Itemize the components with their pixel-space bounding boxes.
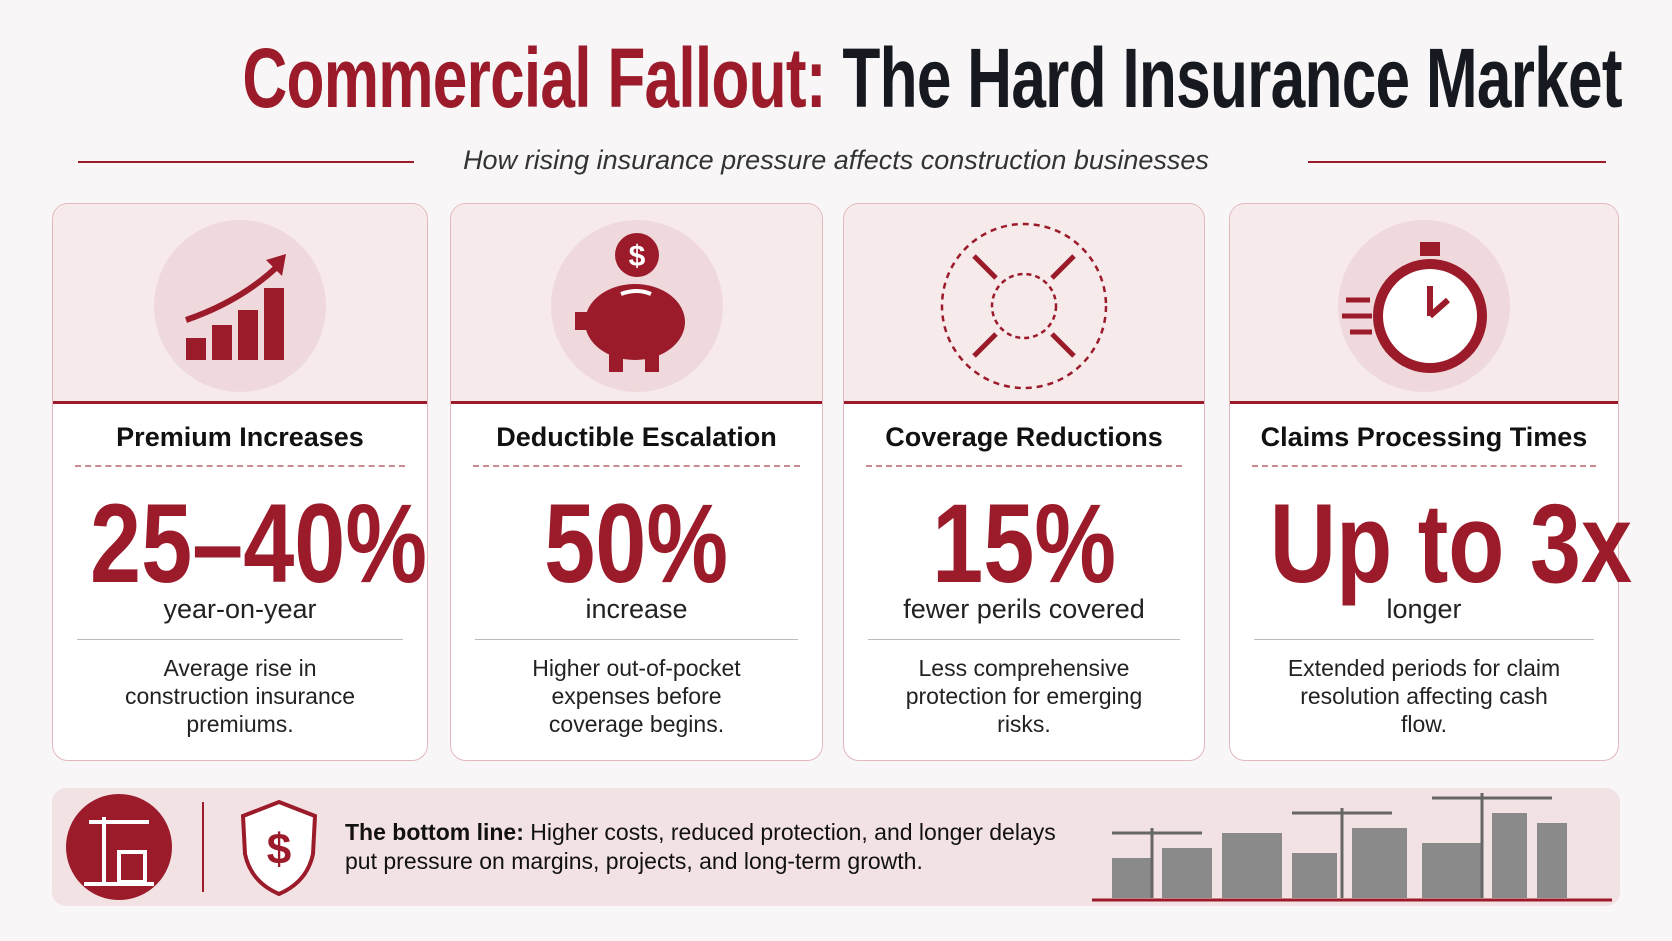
card-title: Deductible Escalation <box>496 422 777 452</box>
card-title: Premium Increases <box>116 422 364 452</box>
card-title: Coverage Reductions <box>885 422 1163 452</box>
card: Claims Processing Times Up to 3x longer Ext… <box>1229 203 1632 761</box>
card-stat-value: Up to 3x <box>1269 481 1633 606</box>
divider <box>202 802 204 892</box>
card-description: Extended periods for claim resolution af… <box>1287 655 1561 737</box>
bottom-line-lead: The bottom line: <box>345 819 524 845</box>
rule <box>77 639 403 640</box>
card-title: Claims Processing Times <box>1260 422 1588 452</box>
card: Coverage Reductions 15% fewer perils cover… <box>843 203 1205 761</box>
card-stat-value: 15% <box>932 481 1116 606</box>
card-header <box>1230 204 1618 404</box>
bottom-line-text: The bottom line: Higher costs, reduced p… <box>345 818 1085 876</box>
card-stat: Up to 3x <box>1230 479 1632 608</box>
dashed-rule <box>866 465 1182 467</box>
rule <box>868 639 1180 640</box>
svg-text:$: $ <box>628 240 645 273</box>
card-stat-caption: fewer perils covered <box>903 594 1145 624</box>
card-stat-caption: longer <box>1386 594 1462 624</box>
svg-text:$: $ <box>267 825 291 874</box>
card-stat-value: 50% <box>544 481 729 606</box>
card-stat-caption: increase <box>585 594 688 624</box>
rule <box>1254 639 1594 640</box>
rule <box>78 161 414 163</box>
card-header <box>53 204 427 404</box>
shield-icon: $ <box>240 799 318 897</box>
dashed-rule <box>75 465 405 467</box>
card: $ Deductible Escalation 50% increase Higher … <box>450 203 823 761</box>
card: Premium Increases 25–40% year-on-year Avera… <box>52 203 428 761</box>
subtitle: How rising insurance pressure affects co… <box>463 145 1209 175</box>
dashed-rule <box>1252 465 1596 467</box>
rule <box>1308 161 1606 163</box>
skyline <box>1092 793 1612 902</box>
card-description: Less comprehensive protection for emergi… <box>905 655 1143 737</box>
title: Commercial Fallout: The Hard Insurance M… <box>0 30 1672 127</box>
card-icon <box>154 220 326 392</box>
title-part2: The Hard Insurance Market <box>842 31 1622 125</box>
bottom-line-banner: $ The bottom line: Higher costs, reduced… <box>52 788 1620 906</box>
card-header <box>844 204 1204 404</box>
bottom-line-body: Higher costs, reduced protection, and lo… <box>345 819 1056 874</box>
card-stat: 25–40% <box>53 479 427 608</box>
card-description: Higher out-of-pocket expenses before cov… <box>532 655 741 737</box>
card-stat: 15% <box>844 479 1204 608</box>
card-icon <box>940 222 1108 390</box>
card-description: Average rise in construction insurance p… <box>124 655 356 737</box>
crane-icon <box>66 794 172 900</box>
rule <box>475 639 798 640</box>
dashed-rule <box>473 465 800 467</box>
card-stat: 50% <box>451 479 822 608</box>
card-icon <box>1338 220 1510 392</box>
card-header: $ <box>451 204 822 404</box>
card-stat-caption: year-on-year <box>163 594 317 624</box>
title-part1: Commercial Fallout: <box>242 31 826 125</box>
card-icon: $ <box>550 220 723 392</box>
card-stat-value: 25–40% <box>89 481 428 606</box>
